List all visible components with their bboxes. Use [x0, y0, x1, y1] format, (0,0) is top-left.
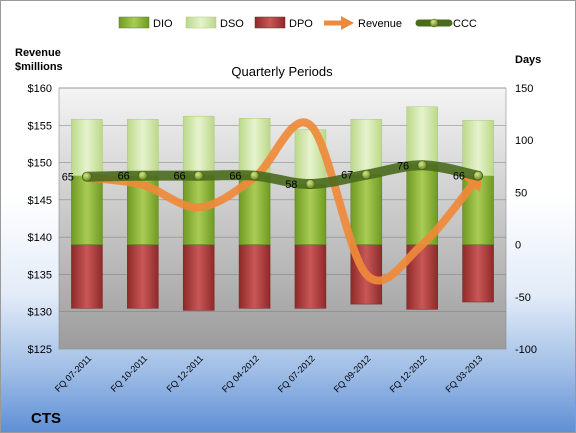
y-right-tick-label: 100 — [515, 135, 533, 147]
ccc-point — [417, 160, 427, 171]
ccc-layer: 65 66 66 66 58 67 76 66 — [62, 160, 484, 191]
x-tick-label: FQ 09-2012 — [332, 353, 373, 394]
bar-dso — [462, 120, 494, 176]
legend-label: CCC — [453, 18, 477, 30]
ccc-data-label: 66 — [118, 171, 130, 183]
ccc-data-label: 66 — [173, 171, 185, 183]
legend-swatch-dso — [185, 16, 217, 29]
legend: DIO DSO DPO Revenue CCC — [118, 16, 477, 30]
bar-dso — [350, 119, 383, 175]
legend-item-dso: DSO — [185, 16, 244, 30]
x-tick-label: FQ 07-2012 — [276, 353, 317, 394]
y-left-tick-label: $155 — [28, 120, 52, 132]
ccc-point — [305, 179, 316, 189]
legend-label: DIO — [153, 18, 173, 30]
ccc-data-label: 58 — [285, 179, 297, 191]
legend-arrowhead-revenue — [341, 16, 354, 30]
y-right-tick-label: -50 — [515, 292, 531, 304]
bar-dpo — [462, 244, 494, 303]
ccc-point — [138, 170, 148, 181]
y-right-tick-label: 150 — [515, 83, 533, 95]
x-tick-label: FQ 04-2012 — [220, 353, 261, 394]
legend-label: DSO — [220, 18, 244, 30]
y-left-tick-label: $135 — [28, 269, 52, 281]
bar-dpo — [71, 244, 103, 309]
bar-dso — [406, 106, 438, 165]
company-label: CTS — [31, 410, 61, 427]
legend-dot-ccc — [429, 18, 439, 28]
chart-title: Quarterly Periods — [231, 64, 333, 79]
bar-dio — [71, 175, 103, 245]
bar-dso — [71, 119, 103, 176]
legend-item-ccc: CCC — [415, 18, 477, 30]
y-left-axis-label-line2: $millions — [15, 61, 63, 73]
legend-item-dio: DIO — [118, 16, 173, 30]
ccc-point — [193, 170, 204, 181]
legend-item-dpo: DPO — [254, 16, 313, 30]
y-right-tick-label: 0 — [515, 240, 521, 252]
bar-dso — [127, 119, 159, 176]
bar-dio — [294, 183, 327, 245]
ccc-data-label: 65 — [62, 172, 74, 184]
ccc-point — [361, 169, 372, 180]
x-tick-label: FQ 07-2011 — [53, 353, 94, 394]
ccc-data-label: 66 — [453, 171, 465, 183]
legend-label: DPO — [289, 18, 313, 30]
revenue-line — [82, 118, 483, 285]
legend-swatch-dpo — [254, 16, 286, 29]
x-tick-label: FQ 12-2012 — [388, 353, 429, 394]
bar-dso — [182, 115, 215, 175]
bar-dpo — [182, 244, 215, 311]
y-right-tick-label: 50 — [515, 187, 527, 199]
y-left-tick-label: $130 — [28, 307, 52, 319]
legend-item-revenue: Revenue — [324, 16, 402, 30]
legend-label: Revenue — [358, 18, 402, 30]
ccc-data-label: 76 — [397, 160, 409, 172]
y-left-axis-label-line1: Revenue — [15, 47, 61, 59]
bar-dpo — [127, 244, 159, 309]
y-left-tick-label: $125 — [28, 344, 52, 356]
bar-dio — [350, 174, 383, 245]
ccc-point — [82, 171, 92, 182]
plot-area — [58, 87, 507, 350]
ccc-data-label: 67 — [341, 170, 353, 182]
y-right-axis-label: Days — [515, 54, 541, 66]
y-right-tick-label: -100 — [515, 344, 537, 356]
y-left-tick-label: $150 — [28, 158, 52, 170]
ccc-point — [473, 170, 483, 181]
bar-dpo — [238, 244, 271, 309]
x-tick-label: FQ 03-2013 — [443, 353, 484, 394]
y-left-tick-label: $145 — [28, 195, 52, 207]
x-tick-label: FQ 10-2011 — [109, 353, 150, 394]
y-left-tick-label: $140 — [28, 232, 52, 244]
ccc-point — [249, 170, 260, 181]
legend-swatch-dio — [118, 16, 150, 29]
y-left-tick-label: $160 — [28, 83, 52, 95]
bar-dpo — [294, 244, 327, 309]
ccc-data-label: 66 — [229, 171, 241, 183]
x-tick-label: FQ 12-2011 — [165, 353, 206, 394]
